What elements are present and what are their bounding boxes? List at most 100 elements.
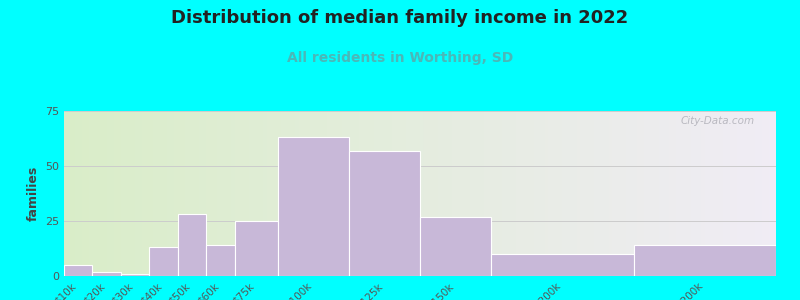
Bar	[648, 111, 651, 276]
Bar	[609, 111, 612, 276]
Bar	[93, 111, 96, 276]
Bar	[359, 111, 363, 276]
Bar	[378, 111, 381, 276]
Bar	[86, 111, 89, 276]
Bar	[651, 111, 655, 276]
Bar	[445, 111, 449, 276]
Bar	[420, 217, 491, 276]
Bar	[189, 111, 192, 276]
Bar	[773, 111, 776, 276]
Bar	[434, 111, 438, 276]
Bar	[734, 111, 737, 276]
Bar	[662, 111, 666, 276]
Bar	[523, 111, 527, 276]
Bar	[673, 111, 676, 276]
Bar	[342, 111, 346, 276]
Bar	[306, 111, 310, 276]
Bar	[520, 111, 523, 276]
Bar	[246, 111, 249, 276]
Bar	[253, 111, 256, 276]
Bar	[634, 111, 637, 276]
Bar	[690, 111, 694, 276]
Bar	[142, 111, 146, 276]
Bar	[395, 111, 398, 276]
Bar	[103, 111, 106, 276]
Bar	[559, 111, 562, 276]
Bar	[153, 111, 157, 276]
Bar	[715, 111, 719, 276]
Bar	[150, 248, 178, 276]
Bar	[417, 111, 420, 276]
Bar	[398, 111, 402, 276]
Bar	[385, 111, 388, 276]
Bar	[118, 111, 121, 276]
Bar	[182, 111, 185, 276]
Bar	[474, 111, 477, 276]
Bar	[206, 245, 235, 276]
Bar	[217, 111, 221, 276]
Bar	[178, 111, 182, 276]
Bar	[630, 111, 634, 276]
Bar	[381, 111, 385, 276]
Bar	[71, 111, 74, 276]
Bar	[683, 111, 687, 276]
Bar	[534, 111, 538, 276]
Bar	[256, 111, 260, 276]
Bar	[160, 111, 164, 276]
Bar	[242, 111, 246, 276]
Bar	[634, 245, 776, 276]
Bar	[278, 111, 281, 276]
Bar	[541, 111, 545, 276]
Bar	[705, 111, 708, 276]
Bar	[82, 111, 86, 276]
Bar	[516, 111, 520, 276]
Bar	[698, 111, 702, 276]
Bar	[320, 111, 324, 276]
Bar	[96, 111, 99, 276]
Bar	[150, 111, 153, 276]
Bar	[766, 111, 769, 276]
Bar	[619, 111, 623, 276]
Bar	[74, 111, 78, 276]
Bar	[452, 111, 456, 276]
Bar	[110, 111, 114, 276]
Bar	[331, 111, 334, 276]
Bar	[192, 111, 196, 276]
Text: City-Data.com: City-Data.com	[681, 116, 754, 126]
Bar	[89, 111, 93, 276]
Bar	[228, 111, 231, 276]
Bar	[694, 111, 698, 276]
Bar	[754, 111, 758, 276]
Bar	[114, 111, 118, 276]
Bar	[366, 111, 370, 276]
Bar	[206, 111, 210, 276]
Bar	[430, 111, 434, 276]
Bar	[99, 111, 103, 276]
Bar	[637, 111, 641, 276]
Bar	[174, 111, 178, 276]
Bar	[676, 111, 680, 276]
Bar	[466, 111, 470, 276]
Bar	[488, 111, 491, 276]
Bar	[442, 111, 445, 276]
Bar	[702, 111, 705, 276]
Bar	[562, 111, 566, 276]
Bar	[462, 111, 466, 276]
Bar	[285, 111, 288, 276]
Bar	[78, 111, 82, 276]
Bar	[128, 111, 132, 276]
Bar	[722, 111, 726, 276]
Bar	[758, 111, 762, 276]
Bar	[612, 111, 616, 276]
Bar	[167, 111, 171, 276]
Bar	[270, 111, 274, 276]
Bar	[352, 111, 356, 276]
Bar	[235, 111, 238, 276]
Bar	[295, 111, 299, 276]
Bar	[456, 111, 459, 276]
Bar	[481, 111, 484, 276]
Bar	[591, 111, 594, 276]
Bar	[712, 111, 715, 276]
Y-axis label: families: families	[26, 166, 39, 221]
Bar	[374, 111, 378, 276]
